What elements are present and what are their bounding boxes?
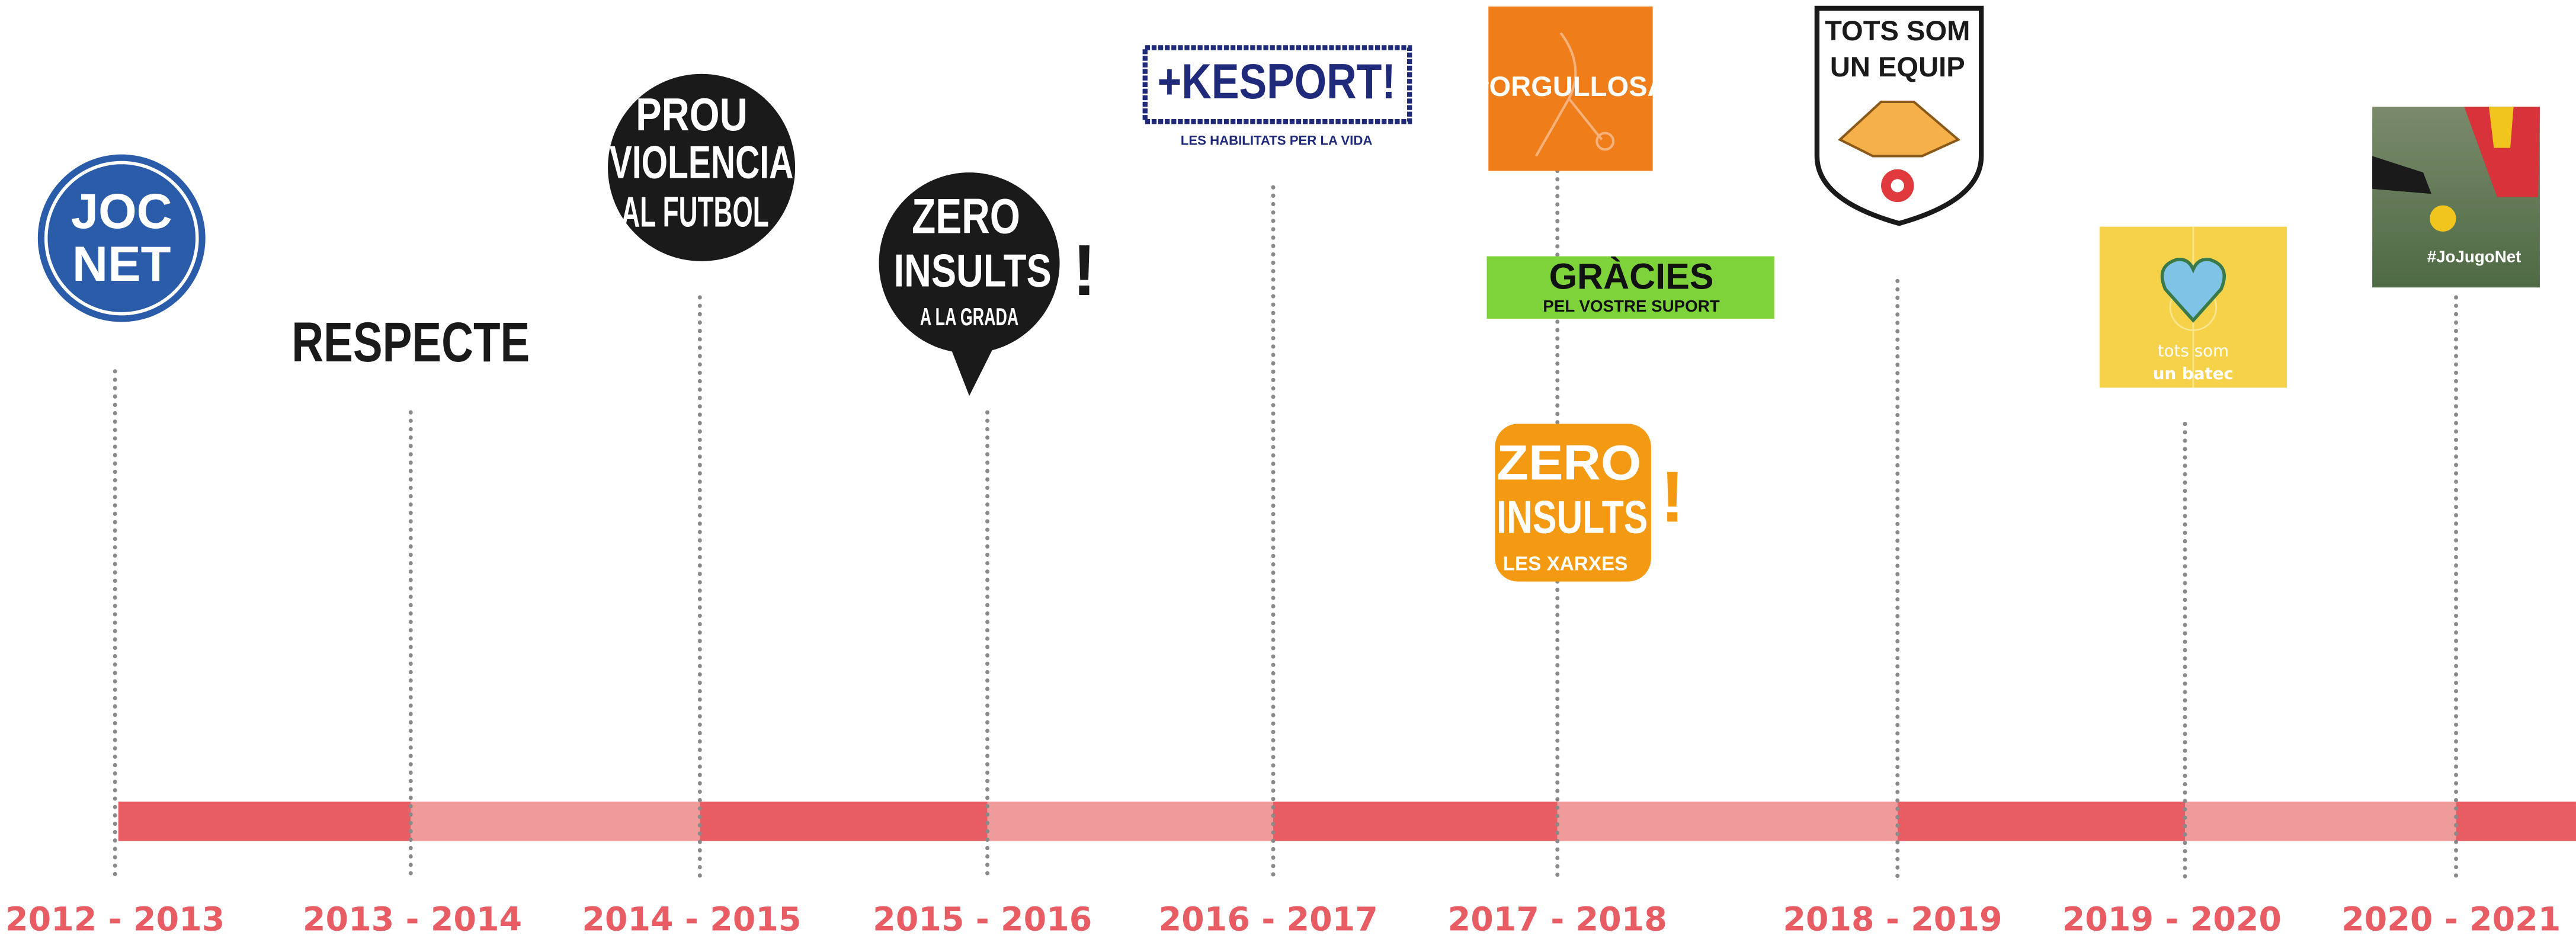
- logo-text: A LES XARXES: [1484, 553, 1628, 575]
- timeline-bar: [118, 802, 2576, 841]
- page: JOC NET RESPECTE PROU VIOLENCIA AL FUTBO…: [0, 0, 2576, 939]
- season-label: 2014 - 2015: [582, 901, 801, 939]
- logo-text: tots som: [2158, 341, 2229, 360]
- bar-segment: [411, 802, 700, 841]
- season-label: 2013 - 2014: [303, 901, 522, 939]
- logo-text: JOC: [71, 184, 172, 239]
- logo-prou-violencia: PROU VIOLENCIA AL FUTBOL: [608, 74, 795, 261]
- logo-text: !: [1661, 457, 1685, 537]
- logo-zero-insults-xarxes: ZERO INSULTS A LES XARXES !: [1484, 424, 1685, 581]
- logo-text: AL FUTBOL: [621, 188, 769, 236]
- bar-segment: [1273, 802, 1558, 841]
- logo-tots-som-un-batec: tots som un batec: [2100, 227, 2287, 388]
- logo-text: RESPECTE: [291, 311, 530, 373]
- logo-joc-net: JOC NET: [38, 155, 206, 322]
- logo-zero-insults-grada: ZERO INSULTS A LA GRADA !: [879, 172, 1097, 396]
- logo-text: ZERO: [1497, 435, 1641, 490]
- season-label: 2012 - 2013: [5, 901, 225, 939]
- bar-segment: [988, 802, 1273, 841]
- logo-jo-jugo-net: #JoJugoNet: [2372, 107, 2540, 287]
- logo-text: !: [1072, 230, 1097, 310]
- bar-segment: [2185, 802, 2456, 841]
- logo-text: TOTS SOM: [1825, 15, 1970, 46]
- season-label: 2015 - 2016: [873, 901, 1092, 939]
- logo-text: NET: [72, 236, 171, 291]
- logo-text: VIOLENCIA: [610, 137, 794, 188]
- logo-text: GRÀCIES: [1549, 257, 1714, 297]
- logo-text: #ORGULLOSA: [1473, 70, 1667, 102]
- logo-text: INSULTS: [893, 246, 1051, 297]
- bar-segment: [2456, 802, 2576, 841]
- logo-text: ZERO: [912, 189, 1020, 244]
- logo-text: UN EQUIP: [1830, 51, 1965, 82]
- logo-text: PEL VOSTRE SUPORT: [1543, 297, 1719, 315]
- logo-text: PROU: [636, 89, 748, 140]
- season-label: 2020 - 2021: [2341, 901, 2561, 939]
- logo-orgullosa: #ORGULLOSA: [1473, 7, 1667, 171]
- bar-segment: [1898, 802, 2185, 841]
- logo-gracies: GRÀCIES PEL VOSTRE SUPORT: [1487, 257, 1774, 319]
- logo-text: INSULTS: [1497, 492, 1648, 543]
- bar-segment: [1558, 802, 1898, 841]
- logo-text: LES HABILITATS PER LA VIDA: [1181, 133, 1373, 148]
- timeline: JOC NET RESPECTE PROU VIOLENCIA AL FUTBO…: [0, 0, 2576, 939]
- bar-segment: [700, 802, 987, 841]
- logo-kesport: +KESPORT! LES HABILITATS PER LA VIDA: [1145, 47, 1409, 148]
- season-label: 2018 - 2019: [1783, 901, 2002, 939]
- logo-text: un batec: [2153, 364, 2234, 383]
- season-label: 2016 - 2017: [1159, 901, 1378, 939]
- logo-tots-som-un-equip: TOTS SOM UN EQUIP: [1817, 8, 1981, 223]
- season-label: 2019 - 2020: [2062, 901, 2282, 939]
- logo-text: A LA GRADA: [920, 303, 1018, 331]
- season-labels: 2012 - 2013 2013 - 2014 2014 - 2015 2015 - …: [5, 901, 2561, 939]
- logo-text: #JoJugoNet: [2427, 248, 2521, 266]
- season-label: 2017 - 2018: [1448, 901, 1667, 939]
- bar-segment: [118, 802, 411, 841]
- logo-text: +KESPORT!: [1158, 54, 1396, 109]
- logo-respecte: RESPECTE: [291, 311, 530, 373]
